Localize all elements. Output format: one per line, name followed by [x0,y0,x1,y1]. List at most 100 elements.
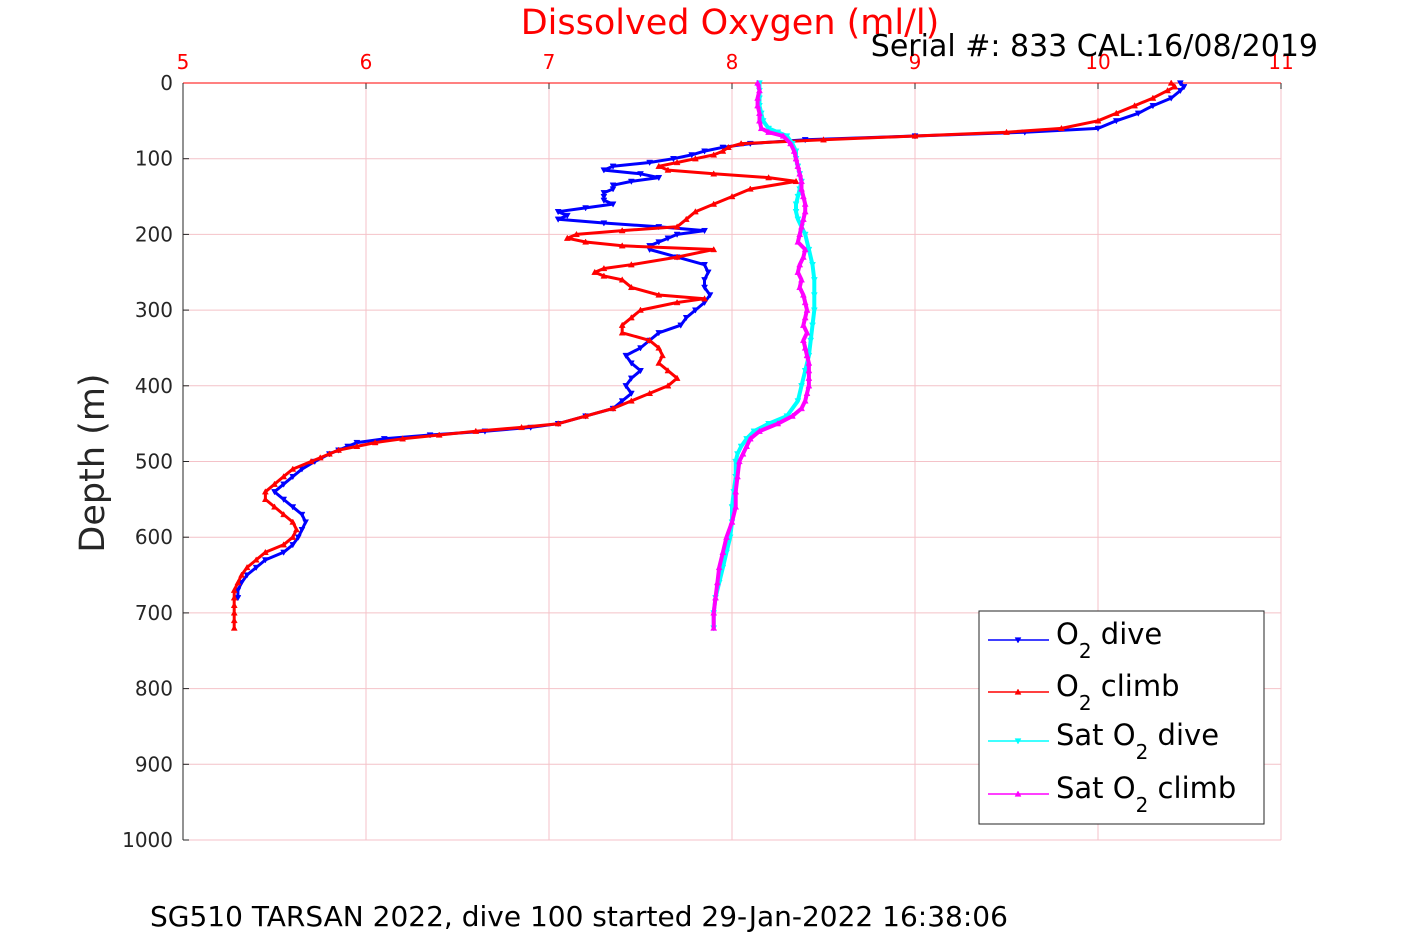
data-point [646,389,654,397]
data-point [243,563,251,571]
x-tick-label: 10 [1085,50,1110,74]
data-point [803,352,811,359]
data-point [723,533,730,540]
data-point [673,299,681,306]
data-point [673,158,681,166]
x-tick-label: 11 [1268,50,1293,74]
data-point [280,541,288,548]
legend-label-main: Sat O [1056,771,1136,805]
data-point [271,503,278,510]
data-point [774,420,782,427]
data-point [673,253,681,260]
data-point [600,197,608,204]
data-point [294,534,302,541]
axes: 5 6 7 8 9 10 11 0 100 200 300 400 500 600 700 800 900 100… [122,50,1294,852]
data-point [794,162,802,169]
data-point [289,473,297,481]
data-point [809,262,816,269]
data-point [798,404,805,412]
data-point [325,450,333,457]
data-point [810,292,818,299]
data-point [573,230,580,238]
data-point [280,549,288,556]
data-point [518,423,525,431]
data-point [805,374,813,381]
data-point [234,579,242,586]
data-point [756,117,763,124]
data-point [734,451,741,458]
y-axis-label: Depth (m) [73,373,113,552]
data-point [646,159,654,166]
y-tick-label: 300 [135,298,173,322]
data-point [732,458,740,466]
data-point [801,397,809,404]
x-tick-label: 5 [177,50,190,74]
data-point [710,624,718,631]
data-point [801,231,809,238]
data-point [790,147,798,154]
data-point [261,557,269,564]
data-point [600,193,608,201]
data-point [280,473,288,480]
data-point [794,193,802,201]
data-point [799,321,807,328]
data-point [788,412,796,419]
series-3 [710,79,813,631]
data-point [618,227,626,234]
data-point [734,473,741,480]
data-point [728,504,736,511]
legend-label-subscript: 2 [1136,793,1149,817]
data-point [280,496,288,503]
data-point [712,594,719,601]
y-tick-label: 0 [160,71,173,95]
data-point [1171,83,1179,90]
data-point [754,102,762,109]
data-point [701,262,708,269]
data-point [754,94,762,101]
series-2 [710,80,818,632]
data-point [1112,118,1120,125]
data-point [792,209,800,216]
legend-marker [1014,790,1022,797]
data-point [655,330,663,337]
data-point [1134,110,1142,117]
data-point [298,511,306,519]
data-point [743,442,751,450]
data-point [591,268,599,275]
data-point [618,276,626,283]
y-tick-label: 900 [135,752,173,776]
data-point [805,359,813,366]
data-point [1094,125,1102,132]
data-point [563,234,571,241]
data-point [710,151,718,158]
legend-label-subscript: 2 [1079,639,1092,663]
data-point [637,345,644,352]
data-point [732,503,740,510]
y-tick-label: 800 [135,677,173,701]
data-point [682,215,690,222]
series-line [232,81,1177,628]
series-line [236,81,1186,598]
data-point [732,488,740,495]
data-point [664,367,672,374]
data-point [1057,124,1065,132]
data-point [618,329,626,336]
data-point [399,435,407,442]
data-point [794,398,802,405]
data-point [298,526,306,534]
legend-label-suffix: climb [1148,771,1236,805]
data-point [798,383,805,390]
data-point [380,436,388,443]
data-point [765,174,773,181]
legend-marker [1014,738,1022,745]
data-point [756,87,763,94]
x-tick-label: 6 [360,50,373,74]
data-point [1131,102,1139,109]
data-point [801,368,809,375]
legend-marker [1014,688,1022,695]
data-point [609,186,617,193]
data-point [799,215,807,222]
chart-title: Dissolved Oxygen (ml/l) [521,3,940,43]
data-point [810,277,818,284]
data-point [691,208,699,215]
